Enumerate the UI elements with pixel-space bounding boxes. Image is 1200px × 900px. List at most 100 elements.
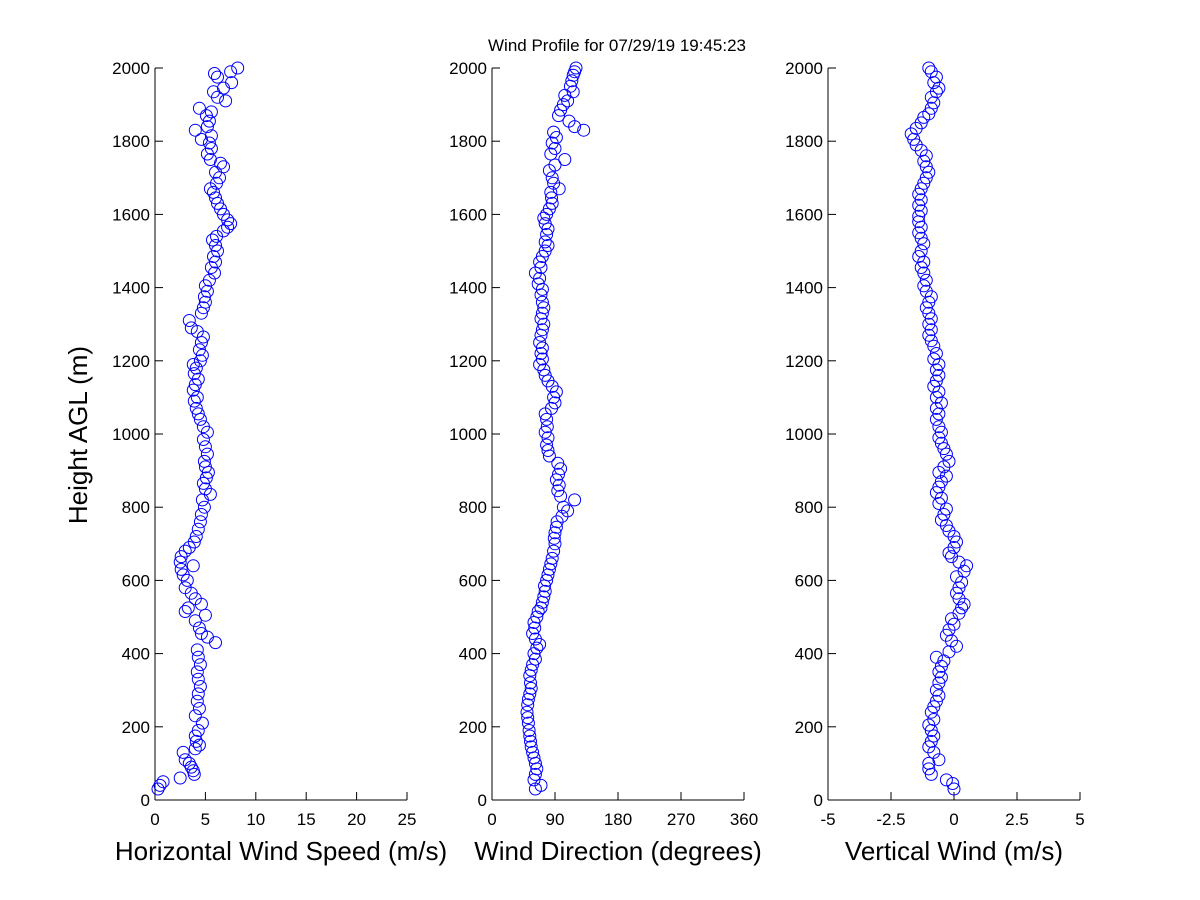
data-point [191, 407, 205, 421]
data-point [932, 431, 946, 445]
data-point [932, 753, 946, 767]
data-point [946, 777, 960, 790]
data-point [196, 433, 210, 446]
data-point [191, 687, 205, 701]
data-point [934, 425, 948, 439]
data-point [939, 447, 953, 461]
data-point [192, 738, 206, 752]
data-point [153, 778, 167, 792]
data-point [535, 306, 549, 320]
data-point [224, 217, 238, 231]
y-tick-label: 1200 [785, 352, 823, 371]
data-point [178, 581, 192, 595]
data-point [545, 171, 559, 185]
data-point [192, 621, 206, 635]
data-point [947, 782, 961, 796]
data-point [912, 198, 926, 212]
y-tick-label: 200 [122, 718, 150, 737]
y-tick-label: 600 [459, 571, 487, 590]
data-point [932, 676, 946, 690]
x-tick-label: 5 [1075, 810, 1084, 829]
data-point [199, 109, 213, 123]
y-tick-label: 600 [795, 571, 823, 590]
y-tick-label: 600 [122, 571, 150, 590]
data-point [182, 756, 196, 770]
data-point [558, 153, 572, 166]
data-point [937, 508, 951, 521]
data-point [929, 85, 943, 99]
data-point [211, 70, 224, 84]
y-tick-label: 2000 [449, 59, 487, 78]
data-point [934, 670, 948, 684]
data-point [929, 486, 943, 500]
data-point [528, 767, 542, 781]
data-point [538, 235, 552, 249]
data-point [211, 244, 224, 258]
data-point [544, 185, 558, 199]
data-point [547, 544, 561, 558]
data-point [545, 551, 559, 565]
y-tick-label: 400 [459, 645, 487, 664]
data-point [939, 773, 953, 787]
data-point [568, 493, 582, 507]
data-point [919, 171, 933, 185]
x-axis-label-direction: Wind Direction (degrees) [474, 836, 762, 866]
data-point [198, 295, 212, 309]
data-point [929, 347, 943, 360]
data-point [156, 775, 170, 789]
data-point [217, 160, 230, 174]
data-point [535, 295, 549, 309]
x-tick-label: 0 [487, 810, 496, 829]
data-point [188, 614, 202, 628]
data-point [524, 676, 537, 690]
data-point [922, 740, 936, 754]
data-point [917, 279, 931, 293]
data-point [528, 621, 542, 635]
data-point [530, 610, 544, 624]
data-point [200, 120, 214, 134]
data-point [917, 176, 931, 190]
data-point [547, 531, 561, 545]
y-tick-label: 1600 [112, 205, 150, 224]
data-point [547, 125, 561, 139]
data-point [929, 412, 943, 426]
data-point [520, 705, 534, 719]
data-point [190, 665, 204, 679]
data-point [190, 390, 204, 404]
data-point [561, 504, 575, 518]
data-point [577, 123, 591, 137]
data-point [541, 444, 555, 457]
data-point [538, 584, 552, 598]
y-tick-label: 0 [814, 791, 823, 810]
data-point [196, 420, 210, 434]
data-point [538, 368, 552, 382]
data-point [526, 745, 540, 759]
y-axis-label: Height AGL (m) [63, 346, 93, 524]
data-point [914, 244, 928, 258]
y-tick-label: 1000 [112, 425, 150, 444]
data-point [939, 469, 953, 483]
data-point [231, 61, 245, 75]
data-point [208, 67, 221, 80]
data-point [534, 347, 548, 360]
data-point [202, 136, 216, 150]
data-point [922, 165, 936, 179]
y-tick-label: 1200 [112, 352, 150, 371]
data-point [929, 683, 943, 697]
data-point [545, 196, 559, 210]
data-point [206, 233, 219, 247]
data-point [524, 681, 538, 695]
y-tick-label: 0 [141, 791, 150, 810]
x-tick-label: -2.5 [876, 810, 905, 829]
x-tick-label: 0 [150, 810, 159, 829]
data-point [190, 643, 204, 657]
data-point [224, 65, 238, 79]
data-point [182, 314, 196, 327]
data-point [207, 185, 220, 199]
data-point [184, 321, 198, 335]
data-point [912, 209, 926, 223]
data-point [200, 284, 214, 298]
data-point [526, 627, 540, 640]
data-point [929, 374, 943, 388]
